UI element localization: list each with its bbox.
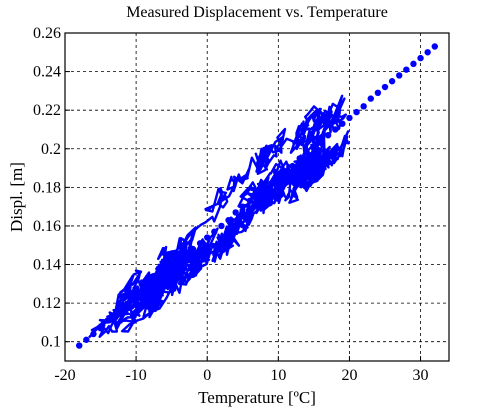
x-tick-labels: -20 -10 0 10 20 30	[54, 367, 428, 384]
plot-frame	[64, 32, 450, 362]
data-point	[381, 83, 389, 91]
y-tick-label: 0.26	[33, 25, 61, 42]
data-point	[388, 78, 396, 85]
data-point	[239, 203, 246, 210]
data-point	[332, 126, 339, 133]
data-point	[339, 120, 346, 127]
x-tick-label: 30	[413, 367, 429, 384]
data-point	[76, 342, 83, 349]
data-point	[324, 132, 332, 139]
data-point	[268, 180, 275, 187]
x-tick-label: -20	[54, 367, 75, 384]
grid	[65, 33, 449, 361]
data-point	[204, 234, 211, 241]
data-point	[417, 54, 424, 62]
data-point	[403, 66, 410, 73]
data-point	[132, 294, 140, 301]
data-point	[296, 155, 303, 162]
data-point	[232, 209, 239, 216]
x-axis-label: Temperature [ºC]	[198, 388, 316, 407]
data-point	[396, 72, 403, 79]
y-tick-label: 0.14	[33, 257, 61, 274]
data-point	[346, 114, 353, 122]
data-point	[211, 228, 218, 235]
series-trace	[88, 94, 350, 339]
x-tick-label: 20	[341, 367, 357, 384]
y-tick-label: 0.18	[33, 179, 61, 196]
data-point	[303, 149, 310, 156]
data-point	[218, 222, 225, 230]
data-point	[104, 317, 111, 324]
data-point	[424, 49, 431, 56]
y-tick-label: 0.16	[33, 218, 61, 235]
x-tick-label: 0	[203, 367, 211, 384]
axis-ticks	[64, 32, 422, 361]
data-point	[182, 251, 190, 259]
y-tick-labels: 0.1 0.12 0.14 0.16 0.18 0.2 0.22 0.24 0.26	[33, 25, 61, 351]
data-point	[189, 245, 197, 253]
data-point	[154, 276, 161, 284]
data-point	[374, 89, 382, 97]
data-point	[246, 197, 254, 205]
data-point	[225, 216, 232, 224]
data-point	[410, 60, 417, 68]
data-point	[147, 282, 154, 289]
data-point	[161, 269, 168, 276]
scatter-series	[76, 43, 438, 349]
y-axis-label: Displ. [m]	[7, 162, 26, 232]
data-point	[310, 143, 318, 151]
data-point	[317, 137, 325, 145]
data-point	[140, 288, 147, 295]
data-point	[125, 299, 133, 307]
data-point	[367, 95, 374, 102]
x-tick-label: -10	[125, 367, 146, 384]
data-point	[282, 168, 289, 176]
x-tick-label: 10	[270, 367, 286, 384]
data-point	[289, 162, 296, 170]
chart-title: Measured Displacement vs. Temperature	[126, 4, 388, 21]
data-point	[275, 174, 282, 181]
data-point	[90, 330, 97, 338]
data-point	[353, 108, 360, 116]
data-point	[431, 43, 438, 50]
data-point	[175, 257, 182, 264]
y-tick-label: 0.2	[41, 141, 61, 158]
y-tick-label: 0.22	[33, 102, 61, 119]
data-point	[260, 186, 268, 193]
data-point	[168, 263, 175, 270]
data-point	[253, 191, 261, 199]
y-tick-label: 0.1	[41, 334, 61, 351]
y-tick-label: 0.12	[33, 295, 61, 312]
y-tick-label: 0.24	[33, 64, 61, 81]
data-point	[83, 336, 90, 343]
data-point	[97, 325, 104, 332]
data-point	[360, 103, 367, 110]
data-point	[196, 240, 204, 247]
data-point	[118, 305, 126, 313]
data-point	[111, 311, 118, 318]
